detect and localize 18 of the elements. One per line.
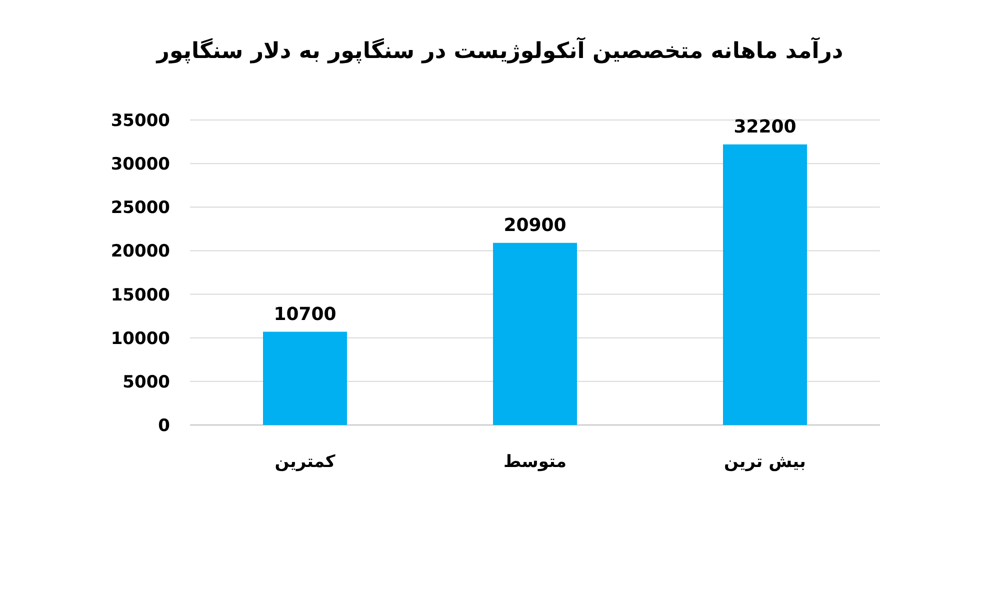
- chart-title: درآمد ماهانه متخصصین آنکولوژیست در سنگاپور به دلار سنگاپور: [156, 37, 844, 64]
- y-tick-label: 0: [158, 416, 170, 436]
- data-label: 10700: [274, 304, 336, 325]
- bar: [723, 144, 807, 425]
- y-tick-label: 5000: [122, 372, 170, 392]
- x-tick-label: متوسط: [503, 452, 567, 472]
- y-tick-label: 35000: [110, 111, 170, 131]
- y-tick-label: 25000: [110, 198, 170, 218]
- x-tick-label: کمترین: [274, 452, 336, 472]
- y-tick-label: 20000: [110, 242, 170, 262]
- y-tick-label: 10000: [110, 328, 170, 349]
- y-tick-label: 15000: [110, 285, 170, 306]
- y-tick-label: 30000: [110, 154, 170, 175]
- bar: [493, 242, 577, 425]
- bar: [263, 332, 347, 425]
- x-tick-label: بیش ترین: [724, 452, 806, 472]
- data-label: 20900: [504, 214, 566, 236]
- data-label: 32200: [734, 116, 796, 138]
